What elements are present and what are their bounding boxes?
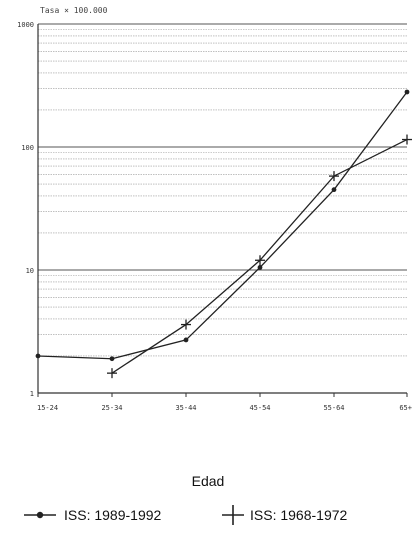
- grid: [38, 23, 407, 394]
- y-tick-label: 1000: [17, 21, 34, 29]
- data-point: [331, 187, 337, 193]
- data-point: [257, 264, 263, 270]
- x-axis-title: Edad: [192, 473, 225, 489]
- y-tick-label: 1: [30, 390, 34, 398]
- y-axis-title: Tasa × 100.000: [40, 6, 108, 15]
- y-tick-label: 10: [26, 267, 34, 275]
- data-point: [183, 337, 189, 343]
- data-point: [107, 368, 117, 379]
- data-point: [109, 356, 115, 362]
- legend-item: ISS: 1989-1992: [24, 507, 162, 523]
- x-tick-label: 45-54: [249, 404, 270, 412]
- x-tick-label: 55-64: [323, 404, 344, 412]
- legend-item: ISS: 1968-1972: [222, 505, 348, 525]
- data-point: [35, 353, 41, 359]
- axes: [37, 24, 408, 397]
- data-point: [255, 255, 265, 266]
- x-tick-label: 15-24: [37, 404, 58, 412]
- legend-marker-dot: [36, 511, 44, 519]
- y-tick-label: 100: [21, 144, 34, 152]
- data-point: [181, 319, 191, 330]
- data-point: [329, 171, 339, 182]
- data-point: [402, 134, 412, 145]
- series-layer: [35, 89, 412, 379]
- series-line: [37, 91, 408, 360]
- data-point: [404, 89, 410, 95]
- x-tick-label: 65+: [399, 404, 412, 412]
- y-tick-labels: 1 10 100 1000: [17, 21, 34, 398]
- legend: ISS: 1989-1992 ISS: 1968-1972: [24, 505, 348, 525]
- x-tick-labels: 15-24 25-34 35-44 45-54 55-64 65+: [37, 404, 412, 412]
- legend-label: ISS: 1968-1972: [250, 507, 348, 523]
- legend-label: ISS: 1989-1992: [64, 507, 162, 523]
- x-tick-label: 25-34: [101, 404, 122, 412]
- x-tick-label: 35-44: [175, 404, 196, 412]
